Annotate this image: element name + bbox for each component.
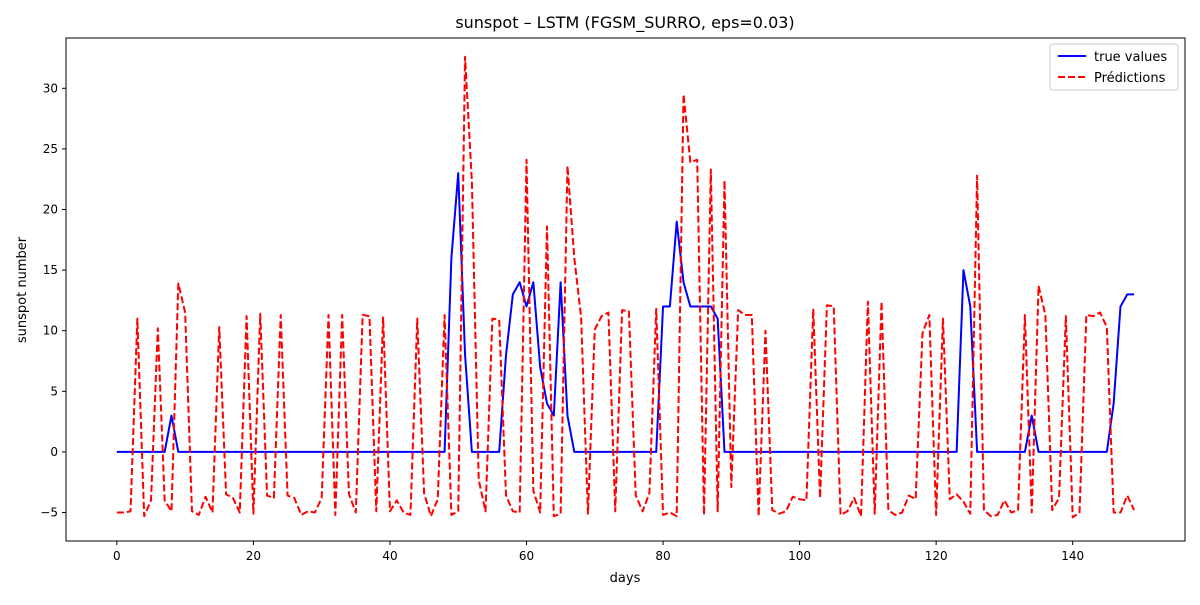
tick-layer: 0 20 40 60 80 100 120 140 −5 0 5 10 15 20 25 30 [40,81,1084,563]
y-axis-label: sunspot number [15,236,30,343]
y-tick-label: 5 [50,384,58,398]
y-tick-label: −5 [40,506,58,520]
y-tick-label: 20 [43,203,58,217]
x-tick-label: 100 [788,549,811,563]
legend: true values Prédictions [1049,43,1179,91]
x-tick-label: 40 [382,549,397,563]
y-tick-label: 15 [43,263,58,277]
x-axis-label: days [610,571,641,586]
legend-true-values-label: true values [1094,50,1167,65]
x-tick-label: 60 [519,549,534,563]
x-tick-label: 140 [1061,549,1084,563]
y-tick-label: 10 [43,324,58,338]
legend-predictions-label: Prédictions [1094,71,1166,86]
x-tick-label: 80 [655,549,670,563]
y-tick-label: 25 [43,142,58,156]
chart-title: sunspot – LSTM (FGSM_SURRO, eps=0.03) [455,13,794,33]
x-tick-label: 120 [925,549,948,563]
y-tick-label: 0 [50,445,58,459]
plot-frame [65,37,1186,542]
x-tick-label: 20 [246,549,261,563]
y-tick-label: 30 [43,81,58,95]
series-line-predictions [116,55,1136,519]
x-tick-label: 0 [113,549,121,563]
series-layer [116,55,1136,519]
